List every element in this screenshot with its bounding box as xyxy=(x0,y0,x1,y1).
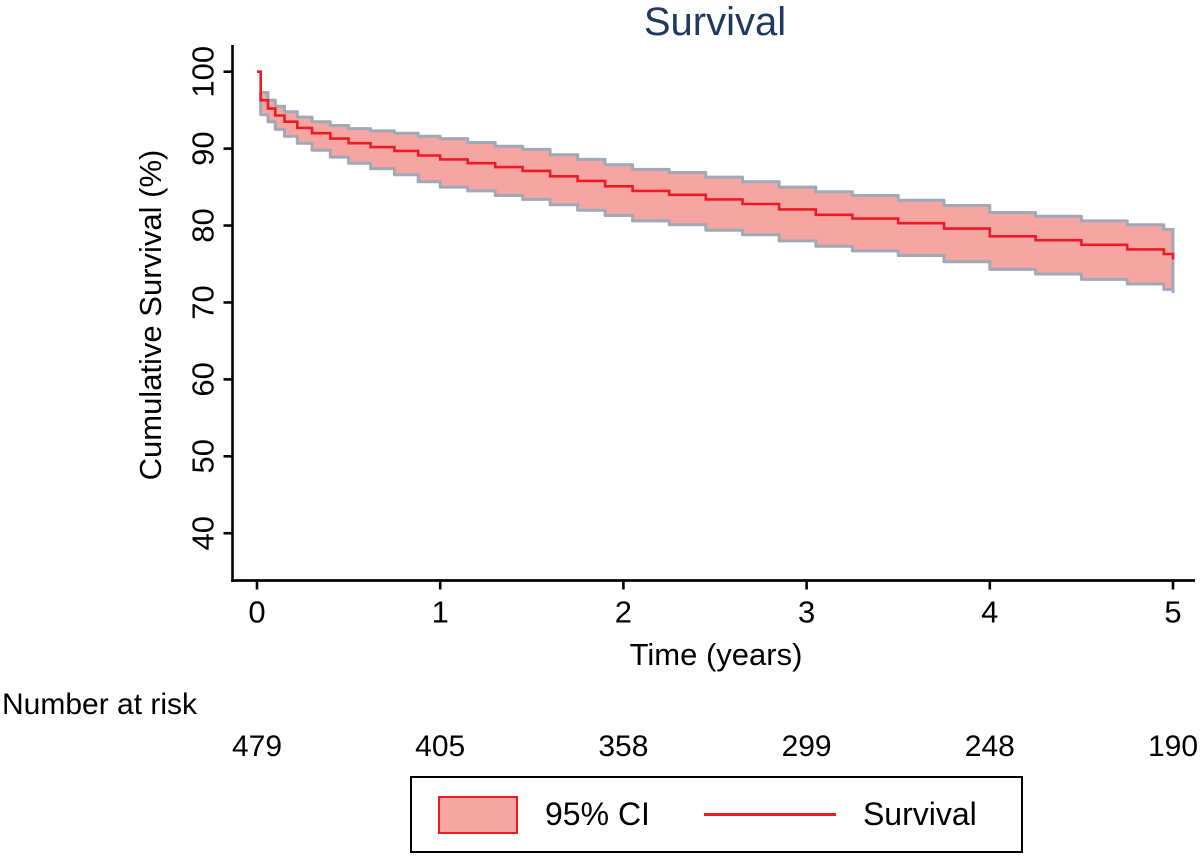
y-tick-label: 70 xyxy=(186,285,221,319)
y-tick-label: 90 xyxy=(186,131,221,165)
number-at-risk-row: 479 405 358 299 248 190 xyxy=(0,730,1200,766)
number-at-risk-label: Number at risk xyxy=(2,688,198,721)
at-risk-count-year0: 479 xyxy=(231,730,283,763)
chart-title: Survival xyxy=(643,0,787,44)
ci-band xyxy=(259,91,1175,294)
y-tick-label: 60 xyxy=(186,362,221,396)
x-tick-label: 4 xyxy=(981,595,998,630)
x-tick-label: 1 xyxy=(432,595,449,630)
ci-band-swatch xyxy=(438,795,518,834)
at-risk-count-year3: 299 xyxy=(781,730,832,763)
x-tick-label: 3 xyxy=(798,595,815,630)
legend-item-survival: Survival xyxy=(703,796,977,833)
at-risk-count-year1: 405 xyxy=(415,730,466,763)
legend: 95% CI Survival xyxy=(410,776,1023,853)
x-tick-label: 5 xyxy=(1164,595,1181,630)
y-tick-label: 80 xyxy=(186,208,221,242)
at-risk-count-year5: 190 xyxy=(1147,730,1199,763)
legend-item-ci: 95% CI xyxy=(438,795,650,834)
x-tick-label: 2 xyxy=(615,595,632,630)
survival-curve xyxy=(257,70,1175,260)
plot-area: 0 1 2 3 4 5 40 50 60 70 80 90 100 xyxy=(186,45,1195,630)
legend-label-survival: Survival xyxy=(862,796,977,832)
legend-label-ci: 95% CI xyxy=(545,796,650,832)
survival-line-swatch xyxy=(703,813,836,816)
y-tick-label: 100 xyxy=(186,46,221,98)
y-tick-label: 50 xyxy=(186,439,221,473)
y-tick-label: 40 xyxy=(186,516,221,550)
at-risk-count-year4: 248 xyxy=(964,730,1015,763)
at-risk-count-year2: 358 xyxy=(598,730,649,763)
x-axis-title: Time (years) xyxy=(629,637,803,672)
x-tick-label: 0 xyxy=(248,595,265,630)
